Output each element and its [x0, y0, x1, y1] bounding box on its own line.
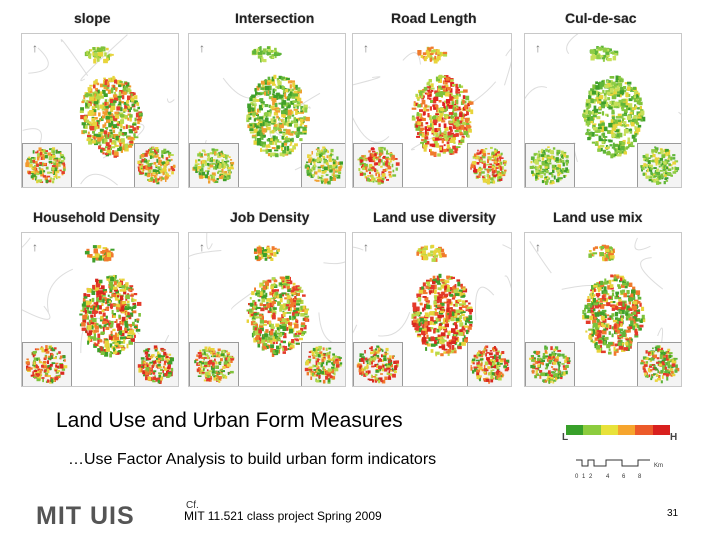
inset-map-left [353, 143, 403, 187]
legend-swatch [566, 425, 584, 435]
inset-map-left [353, 342, 403, 386]
scale-tick: 6 [622, 474, 626, 480]
inset-map-right [301, 143, 345, 187]
north-arrow-icon: ↑ [199, 240, 205, 254]
north-arrow-icon: ↑ [32, 41, 38, 55]
choropleth-map [22, 237, 178, 386]
scale-tick: 8 [638, 474, 642, 480]
scale-tick: 1 [582, 474, 586, 480]
inset-map-right [467, 143, 511, 187]
inset-map-right [134, 342, 178, 386]
map-frame: ↑ [352, 232, 512, 387]
inset-map-right [467, 342, 511, 386]
inset-map-right [637, 342, 681, 386]
cf-mark: Cf. [186, 500, 199, 511]
choropleth-map [353, 46, 511, 157]
map-frame: ↑ [188, 33, 346, 188]
inset-map-left [22, 143, 72, 187]
scale-unit: Km [654, 463, 663, 469]
mit-uis-logo: MIT UIS [36, 502, 135, 530]
scale-bar: 0 1 2 4 6 8 Km [574, 458, 672, 482]
inset-map-left [525, 342, 575, 386]
choropleth-map [525, 34, 681, 185]
inset-map-left [189, 143, 239, 187]
panel-title: Job Density [230, 209, 310, 225]
scale-tick: 2 [589, 474, 593, 480]
north-arrow-icon: ↑ [363, 240, 369, 254]
map-frame: ↑ [188, 232, 346, 387]
choropleth-map [189, 233, 345, 386]
legend-high-label: H [670, 432, 678, 443]
slide-heading: Land Use and Urban Form Measures [56, 409, 403, 432]
legend-swatch [583, 425, 601, 435]
legend-low-label: L [562, 432, 569, 443]
north-arrow-icon: ↑ [535, 240, 541, 254]
map-frame: ↑ [524, 232, 682, 387]
panel-title: slope [74, 10, 111, 26]
page-number: 31 [667, 508, 679, 519]
inset-map-right [301, 342, 345, 386]
legend-swatch [617, 425, 636, 435]
north-arrow-icon: ↑ [199, 41, 205, 55]
legend-swatch [600, 425, 618, 435]
inset-map-left [525, 143, 575, 187]
panel-title: Land use mix [553, 209, 643, 225]
north-arrow-icon: ↑ [535, 41, 541, 55]
scale-tick: 0 [575, 474, 579, 480]
map-frame: ↑ [352, 33, 512, 188]
panel-title: Road Length [391, 10, 477, 26]
inset-map-right [637, 143, 681, 187]
legend-swatch [652, 425, 670, 435]
slide-subheading: …Use Factor Analysis to build urban form… [68, 451, 437, 468]
footer-citation: MIT 11.521 class project Spring 2009 [184, 509, 382, 523]
panel-title: Cul-de-sac [565, 10, 637, 26]
inset-map-left [22, 342, 72, 386]
panel-title: Land use diversity [373, 209, 496, 225]
choropleth-map [353, 244, 511, 386]
map-frame: ↑ [21, 232, 179, 387]
panel-title: Household Density [33, 209, 160, 225]
north-arrow-icon: ↑ [363, 41, 369, 55]
map-frame: ↑ [21, 33, 179, 188]
inset-map-left [189, 342, 239, 386]
color-legend [566, 425, 670, 435]
inset-map-right [134, 143, 178, 187]
north-arrow-icon: ↑ [32, 240, 38, 254]
legend-swatch [635, 425, 653, 435]
panel-title: Intersection [235, 10, 315, 26]
map-frame: ↑ [524, 33, 682, 188]
scale-tick: 4 [606, 474, 610, 480]
choropleth-map [22, 34, 175, 186]
